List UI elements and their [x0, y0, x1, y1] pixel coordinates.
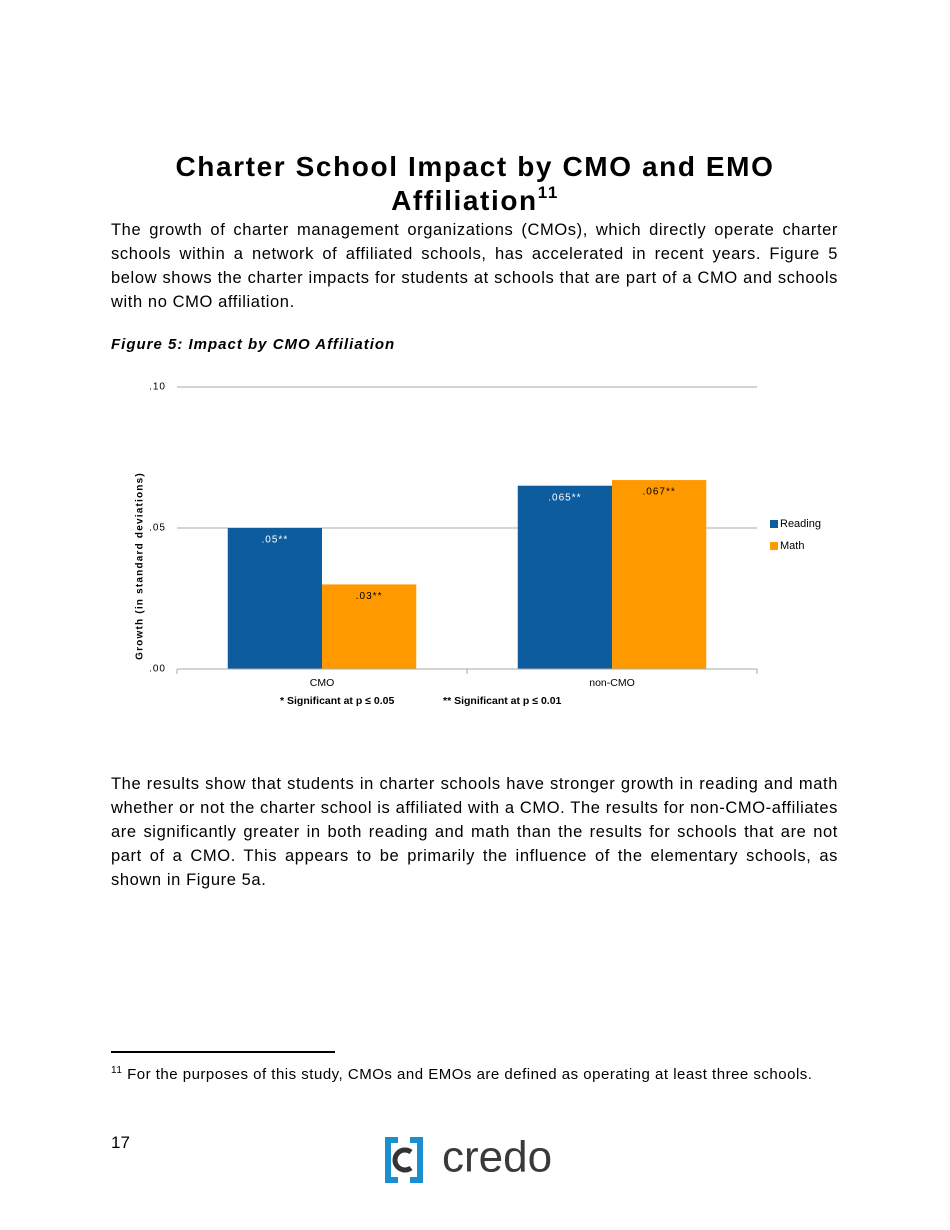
y-tick-label: .10 — [149, 382, 166, 393]
annotation: * Significant at p ≤ 0.05 — [280, 695, 394, 707]
paragraph: The results show that students in charte… — [111, 775, 838, 889]
footnote-text: For the purposes of this study, CMOs and… — [127, 1066, 813, 1083]
heading: Charter School Impact by CMO and EMO Aff… — [145, 150, 805, 218]
footnote: 11 For the purposes of this study, CMOs … — [111, 1061, 831, 1084]
bar — [612, 480, 707, 669]
value-label: .03** — [356, 591, 383, 602]
legend-swatch — [770, 520, 778, 528]
legend-label: Math — [780, 540, 804, 552]
y-axis-label: Growth (in standard deviations) — [135, 472, 146, 660]
legend-label: Reading — [780, 518, 821, 530]
x-tick-label: non-CMO — [589, 677, 635, 689]
logo-icon — [385, 1137, 423, 1183]
y-tick-label: .00 — [149, 664, 166, 675]
bar — [517, 485, 612, 669]
footnote-ref: 11 — [537, 183, 559, 202]
logo-icon — [392, 1147, 413, 1173]
logo-text: credo — [442, 1133, 552, 1182]
bar — [322, 584, 417, 669]
page-number: 17 — [111, 1133, 130, 1152]
footnote-rule — [111, 1051, 335, 1053]
logo: credo — [385, 1133, 552, 1183]
legend-swatch — [770, 542, 778, 550]
value-label: .067** — [643, 487, 676, 498]
figure-caption: Figure 5: Impact by CMO Affiliation — [111, 336, 396, 353]
y-tick-label: .05 — [149, 523, 166, 534]
footnote-marker: 11 — [111, 1065, 123, 1076]
paragraph: The growth of charter management organiz… — [111, 221, 838, 311]
heading-title: Charter School Impact by CMO and EMO Aff… — [175, 151, 775, 216]
value-label: .05** — [262, 535, 289, 546]
chart: .00 .05 .10 Growth (in standard deviations)… — [135, 382, 821, 707]
bar — [227, 528, 322, 669]
annotation: ** Significant at p ≤ 0.01 — [443, 695, 562, 707]
value-label: .065** — [548, 492, 581, 503]
x-tick-label: CMO — [310, 677, 335, 689]
